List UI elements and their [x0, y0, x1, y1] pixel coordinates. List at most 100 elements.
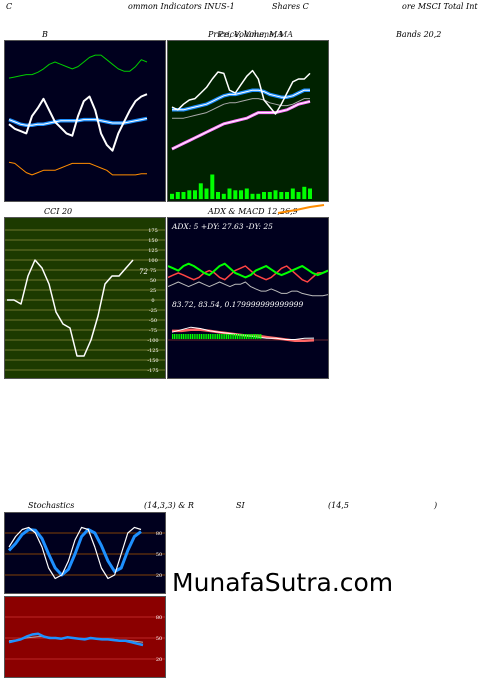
bollinger-upper-band [8, 54, 148, 79]
volume-bar [296, 192, 301, 199]
macd-hist-bar [195, 334, 197, 339]
macd-hist-bar [247, 334, 249, 339]
price-volume-panel [167, 40, 329, 202]
adx-line [168, 281, 328, 297]
macd-hist-bar [206, 334, 208, 339]
rsi-tick-label: 80 [156, 615, 162, 621]
macd-hist-bar [204, 334, 206, 339]
cci-tick-label: 125 [148, 248, 158, 254]
ma-mid [172, 98, 310, 119]
macd-hist-bar [244, 334, 246, 339]
plus-di-line [168, 262, 328, 279]
macd-hist-bar [186, 334, 188, 339]
macd-hist-bar [181, 334, 183, 339]
rsi-panel: 80 50 20 [4, 596, 166, 678]
macd-hist-bar [197, 334, 199, 339]
cci-title: CCI 20 [44, 207, 73, 216]
rsi-tick-label: 20 [156, 657, 162, 663]
volume-bar [285, 192, 289, 199]
bollinger-panel [4, 40, 166, 202]
macd-hist-bar [240, 334, 242, 339]
stoch-tick-label: 50 [156, 552, 162, 558]
adx-readout: ADX: 5 +DY: 27.63 -DY: 25 [172, 222, 273, 231]
macd-hist-bar [199, 334, 201, 339]
stoch-params: (14,3,3) & R [144, 501, 194, 510]
rsi-params: (14,5 [328, 501, 349, 510]
cci-tick-label: -25 [149, 308, 157, 314]
volume-bar [204, 188, 209, 199]
price-ma-title-a: Price, Volume, MA [208, 30, 284, 39]
cci-tick-label: 50 [150, 278, 156, 284]
cci-tick-label: 75 [150, 268, 156, 274]
volume-bar [210, 174, 215, 199]
cci-tick-label: 25 [150, 288, 156, 294]
volume-bar [239, 190, 243, 200]
volume-bar [193, 190, 197, 200]
macd-hist-bar [217, 334, 219, 339]
rsi-chart: 80 50 20 [5, 615, 165, 663]
adx-title-accent [277, 204, 325, 214]
stochastics-title: Stochastics [28, 501, 75, 510]
volume-bar [267, 192, 272, 199]
macd-hist-bar [173, 334, 175, 339]
bollinger-chart [8, 54, 148, 176]
rsi-close-paren: ) [434, 501, 438, 510]
volume-bar [181, 192, 186, 199]
adx-macd-title: ADX & MACD 12,26,9 [208, 207, 298, 216]
volume-bar [279, 192, 284, 199]
volume-bar [273, 190, 278, 200]
cci-last-value: 72 [139, 268, 148, 276]
macd-hist-bar [211, 334, 213, 339]
macd-hist-bar [251, 334, 253, 339]
adx-macd-panel: ADX: 5 +DY: 27.63 -DY: 25 83.72, 83.54, … [167, 217, 329, 379]
macd-hist-bar [218, 334, 220, 339]
macd-hist-bar [249, 334, 251, 339]
macd-hist-bar [188, 334, 190, 339]
macd-hist-bar [184, 334, 186, 339]
cci-tick-label: -75 [149, 328, 157, 334]
macd-hist-bar [208, 334, 210, 339]
stoch-tick-label: 80 [156, 531, 162, 537]
volume-bar [308, 188, 312, 199]
rsi-tick-label: 50 [156, 636, 162, 642]
price-line [171, 69, 311, 115]
macd-hist-bar [175, 334, 177, 339]
macd-readout: 83.72, 83.54, 0.179999999999999 [172, 300, 304, 309]
cci-tick-label: -175 [147, 368, 158, 374]
macd-hist-bar [177, 334, 179, 339]
header-part-1: C [6, 2, 13, 11]
macd-hist-bar [220, 334, 222, 339]
volume-bar [250, 193, 255, 200]
bollinger-title: B [42, 30, 48, 39]
price-volume-chart [170, 69, 312, 200]
volume-bar [221, 193, 226, 200]
cci-tick-label: 150 [148, 238, 158, 244]
macd-hist-bar [226, 334, 228, 339]
cci-tick-label: -125 [147, 348, 158, 354]
cci-tick-label: -100 [147, 338, 158, 344]
macd-hist-bar [238, 334, 240, 339]
macd-hist-bar [191, 334, 193, 339]
macd-hist-bar [179, 334, 181, 339]
macd-hist-bar [215, 334, 217, 339]
cci-tick-label: 175 [148, 228, 158, 234]
cci-chart: 175 150 125 100 75 50 25 0 -25 -50 -75 -100 -125 -150… [5, 228, 165, 374]
macd-hist-bar [227, 334, 229, 339]
ma-short-core [172, 89, 310, 111]
volume-bar [175, 192, 180, 199]
macd-hist-bar [235, 334, 237, 339]
volume-bar [198, 183, 203, 200]
header-part-4: ore MSCI Total Int [402, 2, 478, 11]
volume-bar [233, 190, 238, 200]
rsi-title: SI [236, 501, 245, 510]
volume-bar [227, 188, 232, 199]
price-ma-title-b: Price, Volume, MA [218, 30, 294, 39]
macd-hist-bar [222, 334, 224, 339]
volume-bar [256, 193, 261, 200]
stochastics-panel: 80 50 20 [4, 512, 166, 594]
macd-hist-bar [172, 334, 174, 339]
macd-hist-bar [254, 334, 256, 339]
cci-tick-label: 0 [151, 298, 154, 304]
macd-hist-bar [224, 334, 226, 339]
volume-bar [244, 188, 249, 199]
